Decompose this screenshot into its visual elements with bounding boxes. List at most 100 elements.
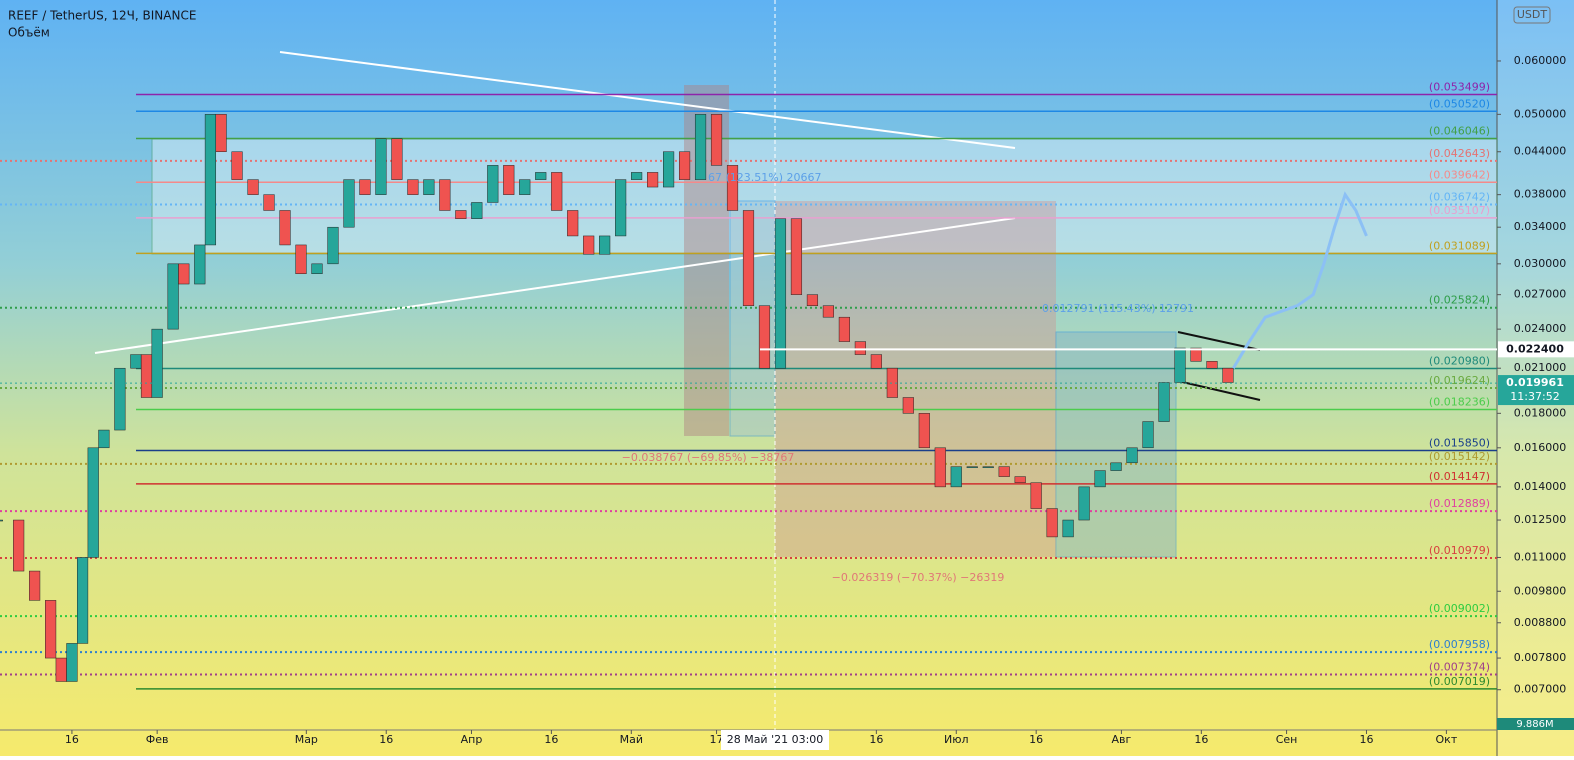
annotation: −0.026319 (−70.37%) −26319 — [832, 571, 1005, 584]
y-tick-label: 0.034000 — [1514, 220, 1567, 233]
y-tick-label: 0.038000 — [1514, 188, 1567, 201]
level-label: (0.025824) — [1429, 294, 1490, 307]
candle — [934, 447, 946, 488]
candle — [1046, 508, 1058, 538]
candle — [130, 354, 142, 369]
candle — [806, 294, 819, 306]
level-label: (0.007958) — [1429, 638, 1490, 651]
candle — [615, 179, 627, 237]
x-tick-label: Фев — [146, 733, 169, 746]
x-tick-label: Сен — [1276, 733, 1298, 746]
candle — [1062, 519, 1074, 538]
crosshair-label: 28 Май '21 03:00 — [727, 733, 824, 746]
y-tick-label: 0.050000 — [1514, 107, 1567, 120]
time-axis: 16 Фев Мар 16 Апр 16 Май 17 16 Июл 16 Авг 16 Сен 16 Окт — [65, 730, 1458, 746]
y-tick-label: 0.021000 — [1514, 361, 1567, 374]
y-tick-label: 0.016000 — [1514, 441, 1567, 454]
candle — [1158, 382, 1170, 422]
candle — [1222, 367, 1234, 383]
level-label: (0.012889) — [1429, 497, 1490, 510]
y-tick-label: 0.024000 — [1514, 322, 1567, 335]
candle — [45, 600, 57, 659]
currency[interactable]: USDT — [1517, 8, 1548, 21]
trend-line — [94, 217, 1016, 354]
candle — [918, 413, 930, 449]
x-tick-label: 16 — [1359, 733, 1373, 746]
x-tick-label: 16 — [1194, 733, 1208, 746]
candle — [231, 151, 243, 180]
candle — [1126, 447, 1138, 464]
level-label: (0.020980) — [1429, 354, 1490, 367]
candle — [391, 138, 403, 180]
candle — [950, 466, 962, 488]
level-label: (0.010979) — [1429, 544, 1490, 557]
y-tick-label: 0.012500 — [1514, 513, 1567, 526]
measure-box — [1055, 331, 1177, 558]
candle — [790, 218, 803, 295]
candle — [167, 263, 179, 330]
level-label: (0.036742) — [1429, 191, 1490, 204]
candle — [311, 263, 323, 275]
candle — [535, 172, 547, 180]
level-label: (0.046046) — [1429, 124, 1490, 137]
y-tick-label: 0.007000 — [1514, 683, 1567, 696]
y-tick-label: 0.014000 — [1514, 480, 1567, 493]
projection-line — [1232, 191, 1368, 369]
candle — [1174, 347, 1186, 383]
y-tick-label: 0.008800 — [1514, 616, 1567, 629]
trend-line — [279, 51, 1016, 149]
candle — [215, 114, 227, 152]
candle — [902, 397, 914, 414]
annotation: −0.038767 (−69.85%) −38767 — [622, 451, 795, 464]
level-label: (0.035107) — [1429, 204, 1490, 217]
x-tick-label: 16 — [1029, 733, 1043, 746]
candle — [1142, 421, 1154, 449]
candle — [503, 165, 515, 195]
level-label: (0.015142) — [1429, 450, 1490, 463]
candle — [295, 244, 307, 275]
volume-badge — [1497, 718, 1574, 730]
candle — [407, 179, 419, 195]
candle — [583, 235, 595, 255]
candle — [359, 179, 371, 195]
level-label: (0.007374) — [1429, 660, 1490, 673]
candle — [247, 179, 259, 195]
candle — [194, 244, 206, 285]
x-tick-label: 17 — [710, 733, 724, 746]
price-badge — [1498, 375, 1574, 406]
y-tick-label: 0.044000 — [1514, 145, 1567, 158]
level-label: (0.050520) — [1429, 97, 1490, 110]
y-tick-label: 0.009800 — [1514, 584, 1567, 597]
x-tick-label: Окт — [1436, 733, 1458, 746]
candle — [694, 114, 707, 180]
candle — [1206, 361, 1218, 369]
candle — [0, 519, 3, 522]
candle — [375, 138, 387, 195]
candle — [98, 429, 110, 449]
candle — [678, 151, 691, 180]
level-label: (0.018236) — [1429, 396, 1490, 409]
level-label: (0.042643) — [1429, 147, 1490, 160]
candle — [279, 210, 291, 246]
candle — [1110, 462, 1122, 471]
candle — [710, 114, 723, 166]
indicator-title: Объём — [8, 26, 50, 40]
price-label: 0.019961 — [1506, 376, 1564, 389]
candle — [178, 263, 190, 285]
candle — [663, 151, 675, 188]
level-label: (0.015850) — [1429, 437, 1490, 450]
y-tick-label: 0.018000 — [1514, 406, 1567, 419]
candle — [55, 657, 67, 682]
candle — [423, 179, 435, 195]
currency-badge[interactable] — [1513, 6, 1551, 24]
candle — [838, 316, 850, 342]
candle — [982, 466, 994, 468]
candle — [1078, 486, 1090, 521]
candle — [822, 305, 834, 318]
price-label: 0.022400 — [1506, 342, 1564, 355]
x-tick-label: Май — [620, 733, 643, 746]
candle — [76, 557, 89, 644]
candle — [1014, 476, 1026, 483]
candle — [87, 447, 99, 558]
volume-label: 9.886M — [1516, 719, 1553, 730]
